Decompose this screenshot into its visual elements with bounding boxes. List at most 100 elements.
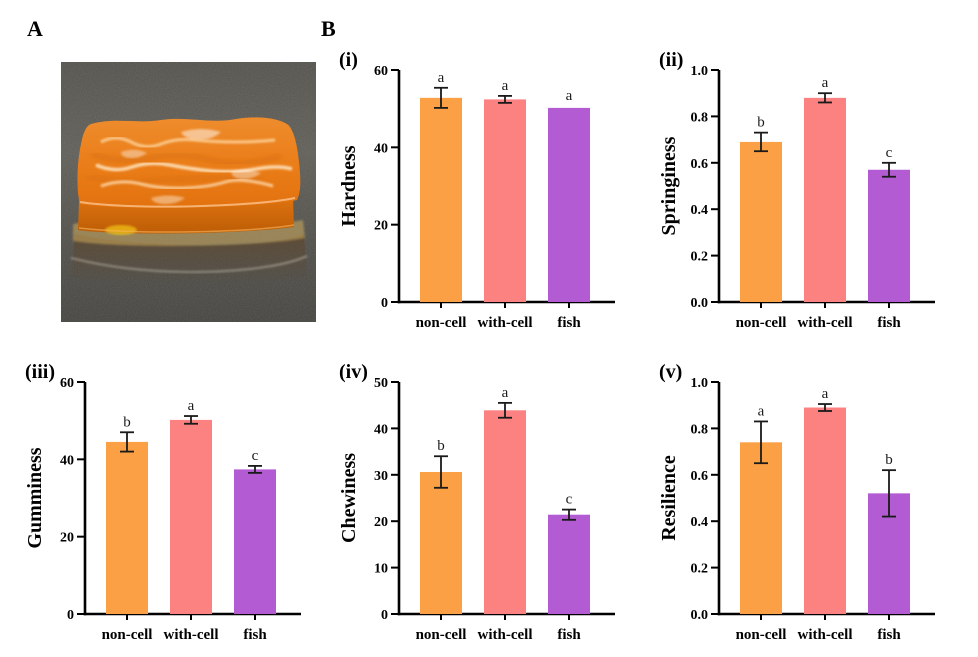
bar-non-cell [106,441,148,614]
slab-shine-blob [231,169,261,180]
y-tick-label: 10 [374,562,388,577]
significance-letter: a [438,70,445,86]
category-label: with-cell [478,315,533,331]
y-tick-label: 0.8 [691,422,709,437]
panel-a-label: A [27,16,43,41]
slab-edge-highlight [79,197,296,208]
y-tick-label: 0.0 [691,296,709,311]
bar-fish [868,169,910,302]
slab-shine-blob [121,149,147,159]
front-bottom-sheen [78,224,295,233]
gel-slab-top [77,117,301,208]
category-label: non-cell [102,627,153,643]
significance-letter: a [822,75,829,91]
y-tick-label: 0.4 [691,203,709,218]
bar-chart-svg: (i) Hardness 0 20 40 60 a non-cell a with-cell a fi… [338,49,615,331]
bar-non-cell [420,97,462,302]
significance-letter: c [566,492,573,508]
y-tick-label: 20 [60,531,74,546]
y-tick-label: 20 [374,515,388,530]
sample-photo [61,62,316,322]
chart-gumminess: (iii) Gumminess 0 20 40 60 b non-cell a with-cell… [24,352,325,657]
bar-non-cell [740,442,782,614]
bar-chart-svg: (ii) Springiness 0.0 0.2 0.4 0.6 0.8 1.0 b non-ce… [658,49,935,331]
y-tick-label: 0.0 [691,608,709,623]
y-tick-label: 0.6 [691,469,709,484]
category-label: non-cell [416,315,467,331]
y-tick-label: 0.4 [691,515,709,530]
gel-glow-spot [105,225,137,235]
category-label: with-cell [164,627,219,643]
bar-with-cell [170,419,212,614]
y-tick-label: 60 [374,64,388,79]
y-tick-label: 0.2 [691,562,709,577]
chart-springiness: (ii) Springiness 0.0 0.2 0.4 0.6 0.8 1.0 b non-ce… [658,40,959,350]
chart-panel-label: (iii) [25,361,55,383]
significance-letter: a [502,78,509,94]
slab-shadow-streak [90,151,282,166]
bar-chart-svg: (v) Resilience 0.0 0.2 0.4 0.6 0.8 1.0 a non-cell… [658,361,935,643]
bar-with-cell [484,99,526,303]
y-tick-label: 20 [374,219,388,234]
y-tick-label: 40 [60,453,74,468]
significance-letter: a [188,398,195,414]
bar-with-cell [804,97,846,302]
slab-shine-blob [151,195,185,205]
chart-resilience: (v) Resilience 0.0 0.2 0.4 0.6 0.8 1.0 a non-cell… [658,352,959,657]
slab-reflection [71,234,307,285]
y-tick-label: 0.2 [691,250,709,265]
bar-chart-svg: (iii) Gumminess 0 20 40 60 b non-cell a with-cell… [24,361,301,643]
bar-fish [234,469,276,614]
bar-with-cell [804,407,846,614]
chart-panel-label: (ii) [659,49,683,71]
y-tick-label: 30 [374,469,388,484]
y-tick-label: 0.6 [691,157,709,172]
y-tick-label: 40 [374,141,388,156]
panel-b-label: B [321,16,336,41]
y-axis-title: Springiness [658,136,680,235]
y-tick-label: 1.0 [691,64,709,79]
significance-letter: c [252,448,259,464]
category-label: non-cell [736,315,787,331]
slab-shadow-streak [86,173,263,185]
y-tick-label: 0 [67,608,74,623]
significance-letter: b [437,438,445,454]
significance-letter: b [885,452,893,468]
category-label: fish [243,627,267,643]
reflection-rim-highlight [70,255,308,273]
significance-letter: a [566,88,573,104]
category-label: non-cell [736,627,787,643]
category-label: fish [877,627,901,643]
category-label: non-cell [416,627,467,643]
category-label: fish [877,315,901,331]
significance-letter: b [123,414,131,430]
y-tick-label: 40 [374,422,388,437]
category-label: with-cell [798,627,853,643]
slab-highlight [95,161,293,174]
chart-panel-label: (v) [659,361,682,383]
y-tick-label: 60 [60,376,74,391]
chart-panel-label: (iv) [339,361,368,383]
y-tick-label: 50 [374,376,388,391]
significance-letter: b [757,115,765,131]
bar-with-cell [484,410,526,614]
bar-chart-svg: (iv) Chewiness 0 10 20 30 40 50 b non-cell a with-c… [338,361,615,643]
category-label: with-cell [478,627,533,643]
significance-letter: c [886,145,893,161]
y-axis-title: Gumminess [24,447,46,548]
category-label: fish [557,627,581,643]
y-axis-title: Resilience [658,455,680,541]
category-label: with-cell [798,315,853,331]
bar-fish [548,514,590,614]
y-axis-title: Hardness [338,145,360,226]
y-tick-label: 0.8 [691,110,709,125]
y-axis-title: Chewiness [338,453,360,543]
bar-non-cell [420,472,462,614]
category-label: fish [557,315,581,331]
sample-photo-svg [61,62,316,322]
y-tick-label: 0 [381,608,388,623]
significance-letter: a [822,386,829,402]
chart-hardness: (i) Hardness 0 20 40 60 a non-cell a with-cell a fi… [338,40,639,350]
chart-panel-label: (i) [339,49,358,71]
bar-fish [548,107,590,302]
